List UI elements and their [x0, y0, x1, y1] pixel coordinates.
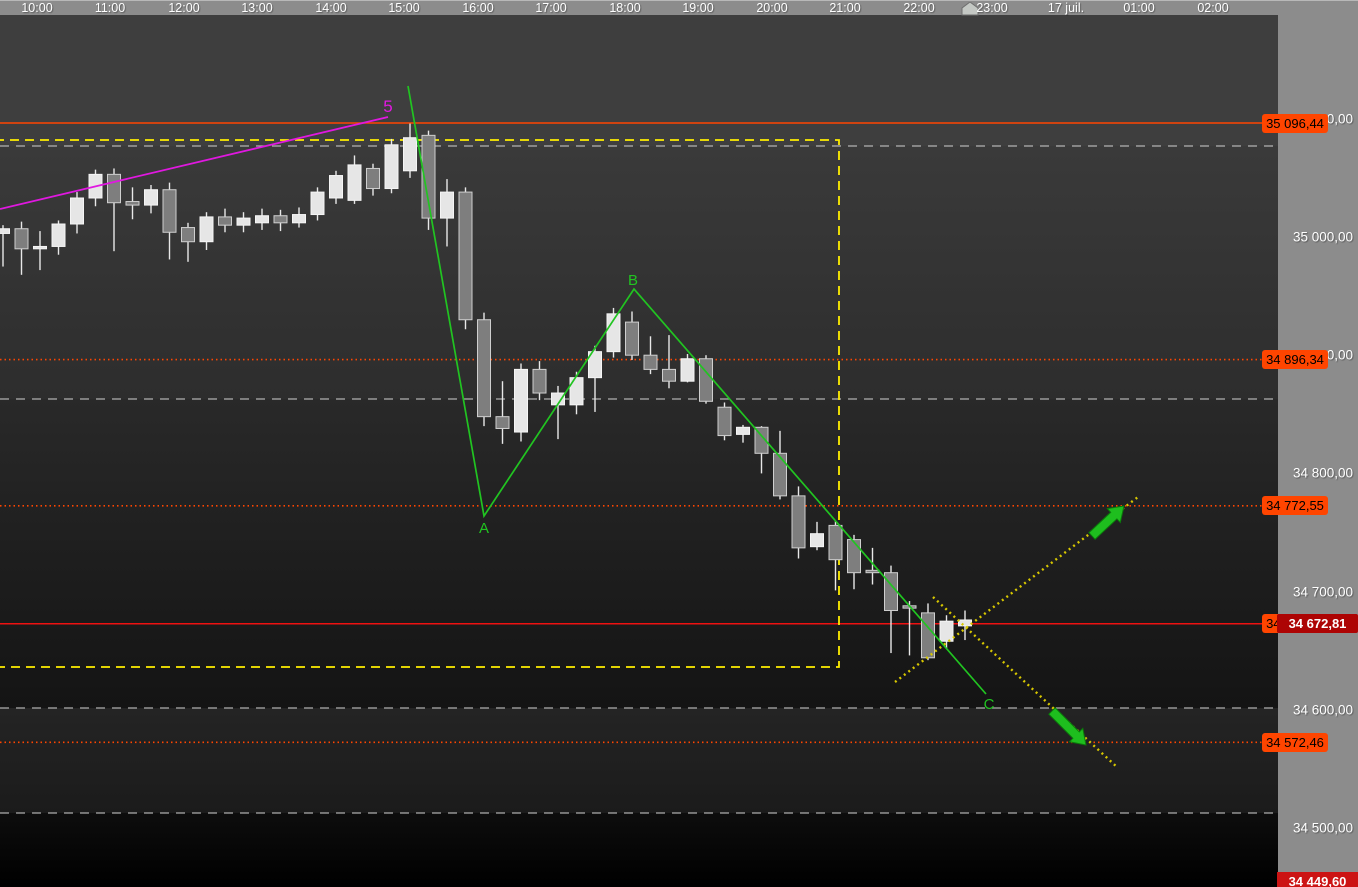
candle-body-up	[292, 214, 306, 224]
time-label-20-00: 20:00	[756, 1, 788, 15]
price-tick-label: 34 800,00	[1292, 465, 1353, 481]
time-label-17-juil-: 17 juil.	[1047, 1, 1085, 15]
candle-body-down	[699, 358, 713, 402]
wave5-label: 5	[383, 97, 392, 116]
candle-body-down	[181, 227, 195, 243]
time-label-16-00: 16:00	[462, 1, 494, 15]
price-tick-label: 34 700,00	[1292, 584, 1353, 600]
time-label-11-00: 11:00	[94, 1, 126, 15]
candle-body-up	[939, 620, 954, 642]
candle-body-up	[569, 377, 584, 406]
price-badge-orange: 34 896,34	[1262, 350, 1328, 370]
price-tick-label: 35 000,00	[1292, 229, 1353, 245]
price-badge-redbright: 34 449,60	[1277, 872, 1358, 887]
candle-body-down	[791, 495, 806, 549]
candle-body-up	[70, 197, 84, 225]
price-badge-orange: 34 572,46	[1262, 732, 1328, 752]
candle-body-down	[754, 426, 769, 454]
wave5-trendline	[0, 116, 389, 210]
green-arrow	[1088, 505, 1125, 541]
price-badge-darkred: 34 672,81	[1277, 614, 1358, 634]
candle-body-down	[495, 416, 510, 429]
candle-body-down	[162, 189, 177, 233]
candle-body-down	[366, 167, 380, 190]
zigzag-label-C: C	[984, 696, 995, 713]
yellow-dotted-ray-up	[894, 496, 1139, 683]
time-label-18-00: 18:00	[609, 1, 641, 15]
candle-body-down	[477, 319, 491, 418]
candle-body-up	[0, 228, 10, 234]
price-tick-label: 34 600,00	[1292, 702, 1353, 718]
zigzag-label-A: A	[479, 520, 489, 537]
time-label-13-00: 13:00	[241, 1, 273, 15]
candle-body-up	[384, 144, 399, 190]
price-badge-orange: 34 772,55	[1262, 496, 1328, 516]
candle-body-down	[717, 406, 732, 437]
candle-body-up	[51, 223, 66, 247]
candle-body-up	[347, 164, 362, 201]
candle-body-up	[236, 217, 251, 226]
candle-body-up	[144, 189, 158, 206]
price-badge-orange: 35 096,44	[1262, 113, 1328, 133]
time-label-10-00: 10:00	[21, 1, 53, 15]
time-label-17-00: 17:00	[535, 1, 567, 15]
candle-body-down	[532, 368, 547, 394]
candle-body-up	[736, 426, 750, 435]
current-time-marker-icon	[961, 2, 979, 16]
candlestick-plot: 5 A B C	[0, 85, 1278, 814]
gradient-band-2	[0, 146, 1278, 399]
time-label-02-00: 02:00	[1197, 1, 1229, 15]
candle-body-down	[921, 612, 935, 659]
candle-body-up	[440, 191, 454, 219]
candle-body-up	[606, 313, 621, 353]
candle-body-down	[421, 134, 436, 219]
candle-body-up	[958, 619, 972, 627]
time-label-01-00: 01:00	[1123, 1, 1155, 15]
candle-body-up	[588, 351, 602, 379]
time-label-22-00: 22:00	[903, 1, 935, 15]
candle-body-down	[125, 201, 140, 206]
candle-body-down	[273, 215, 288, 224]
candle-body-up	[199, 216, 214, 243]
candle-body-up	[680, 358, 695, 382]
time-label-14-00: 14:00	[315, 1, 347, 15]
abc-zigzag	[407, 85, 987, 695]
gradient-band-5	[0, 813, 1278, 887]
zigzag-label-B: B	[628, 272, 638, 289]
candle-body-down	[773, 452, 787, 497]
time-label-21-00: 21:00	[829, 1, 861, 15]
green-arrow	[1048, 707, 1087, 746]
candle-body-down	[662, 368, 676, 382]
time-axis[interactable]: 10:00 11:00 12:00 13:00 14:00 15:00 16:00 17:00…	[0, 0, 1358, 16]
time-label-23-00: 23:00	[976, 1, 1008, 15]
time-label-12-00: 12:00	[168, 1, 200, 15]
candle-body-up	[329, 175, 343, 199]
candle-body-down	[828, 524, 843, 561]
gradient-band-1	[0, 15, 1278, 146]
yellow-dashed-range-box	[0, 139, 840, 668]
candle-body-down	[847, 539, 861, 574]
candle-body-down	[14, 228, 29, 250]
candle-body-up	[810, 533, 824, 548]
candle-body-down	[458, 191, 473, 321]
candle-body-down	[218, 216, 232, 226]
candle-body-down	[625, 321, 639, 356]
candle-body-up	[310, 191, 325, 216]
candle-body-down	[865, 569, 880, 574]
time-label-19-00: 19:00	[682, 1, 714, 15]
candle-body-down	[107, 173, 121, 204]
candle-body-up	[255, 215, 269, 224]
candle-body-up	[403, 137, 417, 172]
time-label-15-00: 15:00	[388, 1, 420, 15]
candle-body-up	[33, 245, 47, 250]
candle-body-down	[643, 354, 658, 370]
chart-area[interactable]: 5 A B C	[0, 15, 1278, 887]
candle-body-up	[514, 368, 528, 433]
price-tick-label: 34 500,00	[1292, 820, 1353, 836]
